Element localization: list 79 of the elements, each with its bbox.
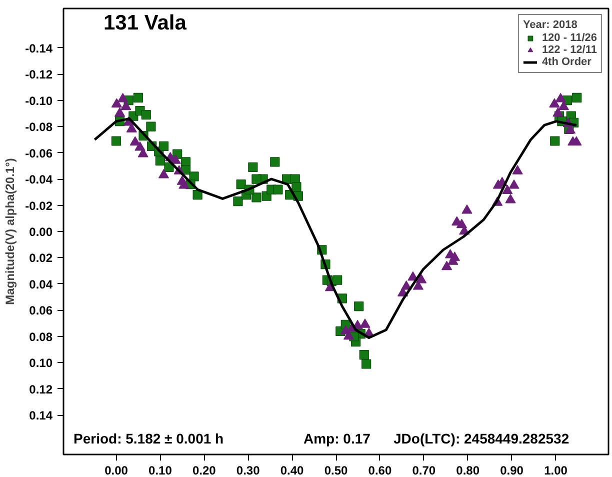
chart-title: 131 Vala [104, 12, 187, 34]
point [273, 184, 283, 194]
point [236, 179, 246, 190]
point [558, 100, 569, 110]
point [354, 301, 364, 312]
annotation: Amp: 0.17 [304, 430, 371, 446]
point [118, 92, 128, 102]
point [441, 260, 452, 270]
point [332, 275, 342, 285]
point [401, 280, 412, 290]
x-tick-label: 0.60 [368, 464, 392, 477]
x-tick-label: 0.10 [148, 464, 172, 477]
point [252, 174, 262, 184]
x-tick-label: 1.00 [544, 464, 568, 477]
point [111, 136, 122, 146]
y-tick-label: -0.06 [25, 146, 53, 160]
y-tick-label: 0.06 [29, 304, 53, 318]
y-tick-label: 0.08 [29, 330, 53, 344]
point [512, 165, 523, 174]
y-tick-label: 0.02 [29, 251, 53, 266]
point [192, 190, 202, 200]
y-tick-label: -0.08 [25, 120, 53, 134]
y-axis-title: Magnitude(V) alpha(20.1°) [3, 158, 18, 305]
point [233, 196, 243, 206]
point [552, 107, 564, 117]
point [462, 204, 472, 214]
point [362, 359, 372, 369]
point [502, 184, 513, 194]
point [134, 141, 146, 151]
point [359, 350, 369, 360]
y-tick-label: 0.12 [29, 382, 53, 396]
point [158, 169, 170, 178]
point [555, 92, 566, 102]
y-tick-label: -0.10 [25, 94, 53, 108]
y-tick-label: -0.14 [25, 41, 53, 56]
x-tick-label: 0.00 [104, 464, 128, 477]
point [120, 100, 132, 110]
point [549, 98, 560, 108]
y-tick-label: -0.12 [25, 68, 53, 82]
point [111, 98, 122, 108]
point [360, 318, 370, 328]
point [416, 274, 427, 284]
annotation: JDo(LTC): 2458449.282532 [394, 430, 570, 446]
point [252, 192, 262, 202]
point [141, 110, 151, 120]
y-tick-label: 0.14 [29, 408, 53, 423]
point [158, 141, 169, 152]
legend-label: 120 - 11/26 [542, 32, 597, 44]
point [146, 122, 156, 132]
point [248, 162, 258, 172]
y-tick-label: 0.04 [29, 277, 53, 292]
point [114, 107, 126, 117]
point [133, 92, 144, 102]
y-tick-label: -0.04 [25, 172, 53, 187]
point [508, 180, 520, 189]
y-tick-label: 0.00 [29, 225, 53, 239]
point [572, 92, 582, 102]
x-tick-label: 0.90 [500, 464, 524, 477]
point [505, 194, 516, 204]
x-tick-label: 0.80 [456, 464, 480, 477]
legend-label: 122 - 12/11 [542, 44, 597, 56]
y-tick-label: -0.02 [25, 198, 53, 213]
point [449, 252, 460, 261]
point [550, 136, 560, 146]
legend-label: 4th Order [542, 56, 592, 68]
legend-title: Year: 2018 [522, 19, 578, 31]
y-tick-label: 0.10 [29, 356, 53, 370]
x-tick-label: 0.30 [236, 464, 260, 477]
annotation: Period: 5.182 ± 0.001 h [74, 430, 224, 446]
x-tick-label: 0.70 [412, 464, 436, 477]
point [270, 157, 280, 167]
point [155, 156, 165, 166]
point [130, 136, 140, 146]
point [170, 154, 181, 164]
x-tick-label: 0.40 [280, 464, 304, 477]
point [343, 330, 354, 340]
x-tick-label: 0.20 [192, 464, 216, 477]
point [292, 182, 302, 192]
x-tick-label: 0.50 [324, 464, 348, 477]
